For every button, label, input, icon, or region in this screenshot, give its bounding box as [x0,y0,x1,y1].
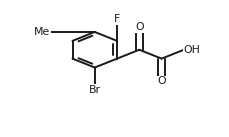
Text: OH: OH [183,45,200,55]
Text: O: O [134,22,143,32]
Text: F: F [113,14,120,24]
Text: Br: Br [88,85,100,95]
Text: O: O [157,76,165,86]
Text: Me: Me [34,27,50,37]
